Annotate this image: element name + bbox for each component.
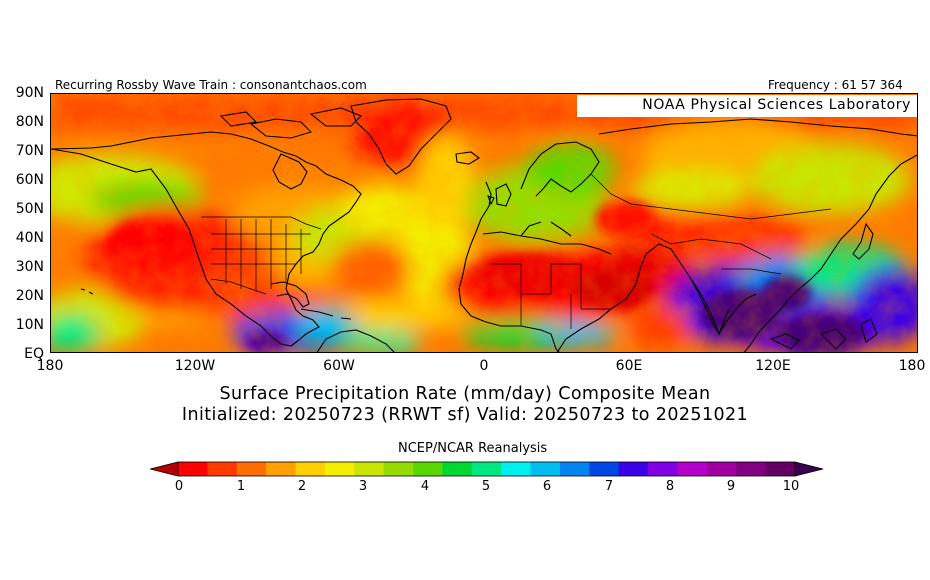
colorbar-swatch bbox=[324, 462, 355, 476]
precipitation-map-canvas bbox=[51, 94, 917, 352]
coastline-east-asia bbox=[743, 154, 917, 352]
lon-label-0: 0 bbox=[479, 358, 489, 374]
coastline-se-asia bbox=[769, 318, 878, 350]
lon-label-60e: 60E bbox=[615, 358, 643, 374]
lon-label-180e: 180 bbox=[898, 358, 926, 374]
colorbar-tick-3: 3 bbox=[358, 479, 368, 494]
coastline-caribbean bbox=[300, 308, 352, 320]
colorbar-tick-2: 2 bbox=[297, 479, 307, 494]
colorbar-swatch bbox=[706, 462, 737, 476]
coastline-japan bbox=[852, 222, 874, 260]
coastline-south-america bbox=[316, 329, 395, 352]
lat-label-20n: 20N bbox=[15, 288, 44, 304]
colorbar-max-arrow bbox=[794, 461, 824, 477]
coastline-hudson-bay bbox=[272, 153, 308, 190]
colorbar-tick-0: 0 bbox=[174, 479, 184, 494]
coastline-india bbox=[690, 278, 757, 336]
coastline-europe-africa bbox=[458, 181, 730, 352]
coastline-greenland bbox=[350, 98, 452, 175]
coastline-north-america bbox=[51, 131, 362, 347]
precipitation-map bbox=[50, 93, 918, 353]
colorbar-outline bbox=[177, 461, 796, 477]
lat-label-eq: EQ bbox=[24, 346, 44, 362]
us-state-grid bbox=[211, 219, 311, 292]
lon-label-60w: 60W bbox=[323, 358, 355, 374]
lat-label-30n: 30N bbox=[15, 259, 44, 275]
coastline-mediterranean bbox=[482, 221, 612, 255]
colorbar-swatch bbox=[236, 462, 267, 476]
colorbar-swatch bbox=[178, 462, 208, 476]
colorbar-swatch bbox=[266, 462, 297, 476]
frequency-caption: Frequency : 61 57 364 bbox=[768, 78, 903, 92]
border-eurasia bbox=[590, 173, 832, 275]
colorbar-tick-4: 4 bbox=[420, 479, 430, 494]
coastline-gulf bbox=[270, 281, 310, 308]
colorbar-swatch bbox=[736, 462, 767, 476]
map-title: Surface Precipitation Rate (mm/day) Comp… bbox=[219, 384, 711, 404]
field-texture bbox=[51, 94, 917, 352]
colorbar-tick-7: 7 bbox=[604, 479, 614, 494]
colorbar-tick-10: 10 bbox=[782, 479, 800, 494]
colorbar-tick-6: 6 bbox=[542, 479, 552, 494]
colorbar-swatch bbox=[559, 462, 590, 476]
coastlines bbox=[51, 98, 917, 352]
border-us-canada bbox=[201, 216, 322, 230]
credit-box: NOAA Physical Sciences Laboratory bbox=[577, 95, 917, 117]
lat-label-50n: 50N bbox=[15, 201, 44, 217]
colorbar-swatch bbox=[383, 462, 414, 476]
colorbar-swatch bbox=[413, 462, 443, 476]
coastline-hawaii bbox=[80, 288, 94, 295]
colorbar-swatch bbox=[501, 462, 532, 476]
colorbar-tick-8: 8 bbox=[665, 479, 675, 494]
lat-label-10n: 10N bbox=[15, 317, 44, 333]
colorbar bbox=[150, 461, 824, 477]
colorbar-swatch bbox=[618, 462, 649, 476]
colorbar-swatch bbox=[677, 462, 708, 476]
colorbar-swatch bbox=[530, 462, 561, 476]
lat-label-90n: 90N bbox=[15, 85, 44, 101]
country-borders bbox=[201, 173, 832, 329]
lon-label-120e: 120E bbox=[755, 358, 791, 374]
coastline-arctic-russia bbox=[598, 118, 917, 137]
coastline-scandinavia bbox=[520, 141, 600, 197]
colorbar-tick-1: 1 bbox=[236, 479, 246, 494]
map-source-caption: Recurring Rossby Wave Train : consonantc… bbox=[55, 78, 367, 92]
colorbar-swatch bbox=[471, 462, 502, 476]
colorbar-swatch bbox=[648, 462, 678, 476]
coastline-iceland bbox=[455, 151, 480, 165]
credit-label: NOAA Physical Sciences Laboratory bbox=[642, 97, 911, 113]
map-subtitle: Initialized: 20250723 (RRWT sf) Valid: 2… bbox=[181, 405, 749, 425]
lat-label-60n: 60N bbox=[15, 172, 44, 188]
colorbar-swatch bbox=[765, 462, 796, 476]
colorbar-swatch bbox=[295, 462, 326, 476]
colorbar-swatch bbox=[589, 462, 620, 476]
colorbar-min-arrow bbox=[150, 461, 179, 477]
lat-label-40n: 40N bbox=[15, 230, 44, 246]
lon-label-180w: 180 bbox=[36, 358, 64, 374]
lat-label-80n: 80N bbox=[15, 114, 44, 130]
colorbar-swatch bbox=[207, 462, 238, 476]
colorbar-swatch bbox=[442, 462, 473, 476]
colorbar-tick-9: 9 bbox=[726, 479, 736, 494]
border-africa bbox=[491, 263, 611, 329]
colorbar-swatch bbox=[354, 462, 385, 476]
lon-label-120w: 120W bbox=[174, 358, 216, 374]
lat-label-70n: 70N bbox=[15, 143, 44, 159]
colorbar-source-label: NCEP/NCAR Reanalysis bbox=[398, 441, 548, 456]
colorbar-tick-5: 5 bbox=[481, 479, 491, 494]
coastline-uk bbox=[487, 183, 512, 207]
